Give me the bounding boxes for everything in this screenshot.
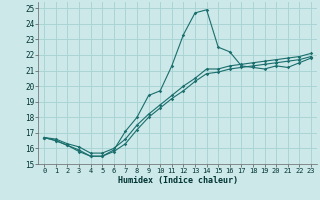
X-axis label: Humidex (Indice chaleur): Humidex (Indice chaleur) (118, 176, 238, 185)
